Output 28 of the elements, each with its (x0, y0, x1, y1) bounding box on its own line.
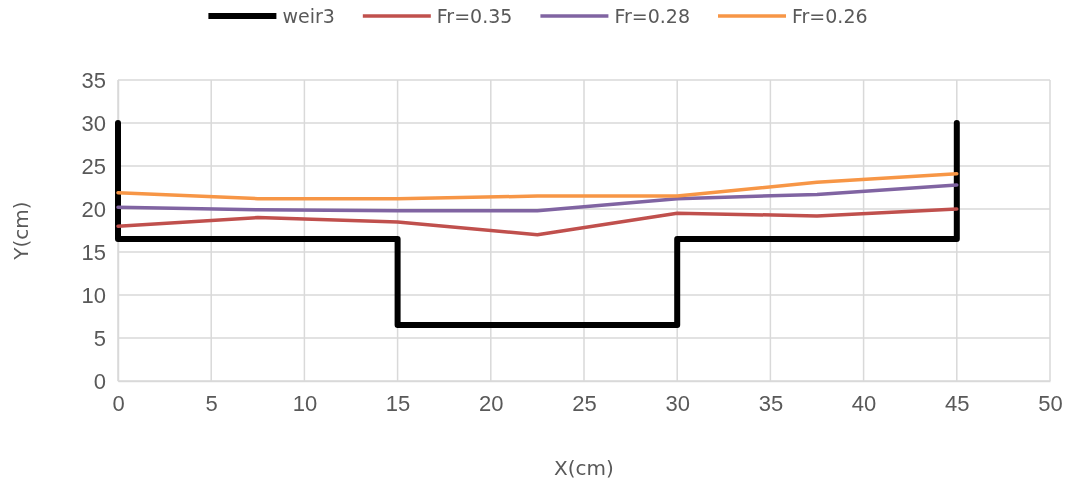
x-tick-label: 50 (1038, 390, 1063, 416)
x-tick-label: 5 (205, 390, 218, 416)
x-tick-label: 20 (479, 390, 504, 416)
y-tick-label: 0 (93, 368, 106, 394)
legend-label: Fr=0.35 (436, 5, 513, 27)
x-tick-label: 30 (665, 390, 690, 416)
x-axis-title: X(cm) (554, 456, 614, 480)
line-series (116, 171, 959, 201)
x-tick-label: 15 (385, 390, 411, 416)
legend-label: Fr=0.28 (614, 5, 691, 27)
y-tick-label: 5 (93, 325, 106, 351)
y-tick-label: 10 (81, 282, 106, 308)
y-tick-label: 20 (81, 196, 106, 222)
line-series (116, 207, 959, 237)
legend-label: Fr=0.26 (792, 5, 868, 27)
x-tick-label: 40 (851, 390, 877, 416)
y-axis-title: Y(cm) (9, 201, 33, 261)
y-tick-label: 25 (81, 153, 106, 179)
y-tick-label: 15 (81, 239, 106, 265)
x-tick-label: 35 (758, 390, 784, 416)
legend-label: weir3 (282, 5, 335, 27)
x-tick-label: 45 (945, 390, 970, 416)
x-tick-label: 0 (112, 390, 125, 416)
x-tick-label: 10 (292, 390, 318, 416)
y-tick-label: 35 (81, 67, 106, 93)
y-tick-label: 30 (81, 110, 106, 136)
line-series (116, 183, 959, 213)
x-tick-label: 25 (572, 390, 597, 416)
